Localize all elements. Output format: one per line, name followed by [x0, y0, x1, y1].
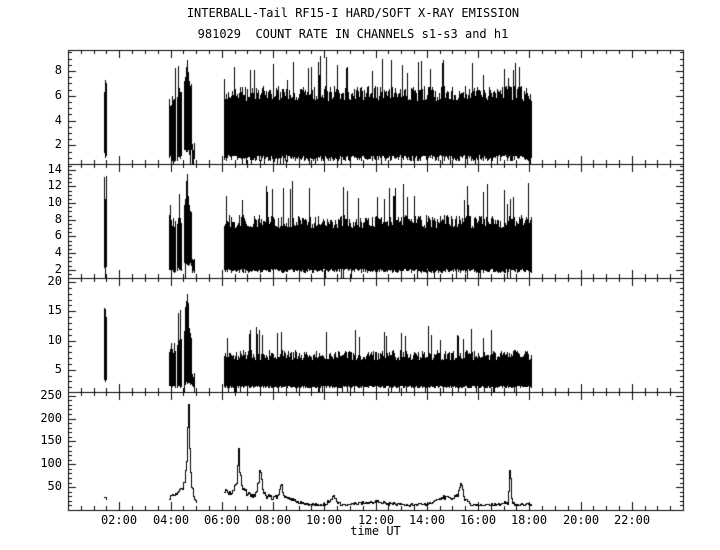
- chart-subtitle: 981029 COUNT RATE IN CHANNELS s1-s3 and …: [197, 27, 509, 41]
- x-axis-title: time UT: [350, 524, 401, 538]
- chart-title: INTERBALL-Tail RF15-I HARD/SOFT X-RAY EM…: [186, 6, 520, 20]
